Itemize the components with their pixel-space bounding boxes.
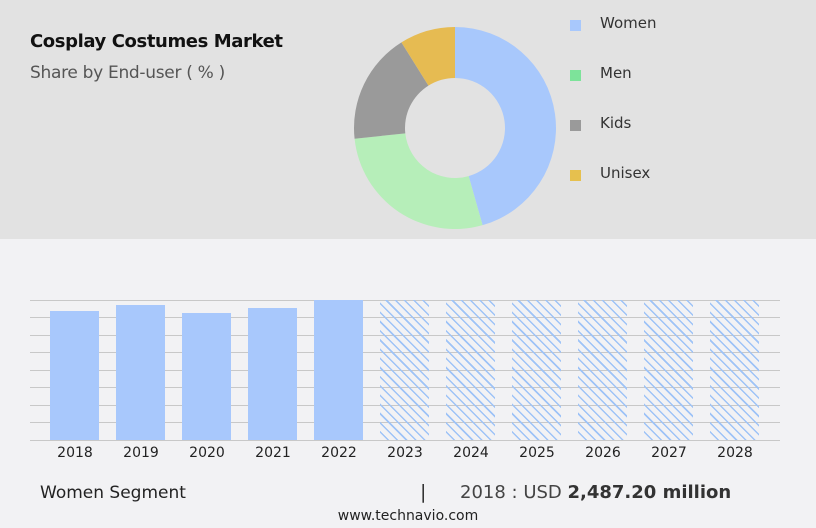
year-label: 2018 : USD xyxy=(460,482,568,503)
chart-subtitle: Share by End-user ( % ) xyxy=(30,63,225,83)
source-url: www.technavio.com xyxy=(337,508,479,524)
bar-2022 xyxy=(314,300,363,440)
x-tick-label: 2025 xyxy=(519,445,555,461)
donut-chart xyxy=(354,27,556,229)
legend-swatch-unisex xyxy=(570,170,581,181)
chart-title: Cosplay Costumes Market xyxy=(30,31,283,52)
bar-2027 xyxy=(644,300,693,440)
legend-label: Women xyxy=(600,14,657,32)
x-tick-label: 2018 xyxy=(57,445,93,461)
bar-2023 xyxy=(380,300,429,440)
x-tick-label: 2020 xyxy=(189,445,225,461)
legend-swatch-women xyxy=(570,20,581,31)
x-tick-label: 2022 xyxy=(321,445,357,461)
x-tick-label: 2019 xyxy=(123,445,159,461)
legend-swatch-men xyxy=(570,70,581,81)
bar-2020 xyxy=(182,313,231,440)
bar-2026 xyxy=(578,300,627,440)
bar-2018 xyxy=(50,311,99,440)
x-tick-label: 2028 xyxy=(717,445,753,461)
donut-slice-unisex xyxy=(401,27,455,86)
x-tick-label: 2021 xyxy=(255,445,291,461)
donut-slice-women xyxy=(455,27,556,226)
bar-2021 xyxy=(248,308,297,440)
x-tick-label: 2027 xyxy=(651,445,687,461)
legend-label: Kids xyxy=(600,114,632,132)
bar-2028 xyxy=(710,300,759,440)
bar-2019 xyxy=(116,305,165,440)
segment-label: Women Segment xyxy=(40,483,186,503)
x-tick-label: 2023 xyxy=(387,445,423,461)
footer-divider: | xyxy=(420,481,427,503)
legend-label: Unisex xyxy=(600,164,651,182)
legend-swatch-kids xyxy=(570,120,581,131)
donut-slice-kids xyxy=(354,42,429,139)
value-amount: 2,487.20 million xyxy=(567,482,732,503)
bar-2024 xyxy=(446,300,495,440)
donut-slice-men xyxy=(354,133,483,229)
x-tick-label: 2024 xyxy=(453,445,489,461)
bar-chart: 2018 2019 2020 2021 2022 2023 2024 2025 2026 2027… xyxy=(0,239,816,479)
donut-slices xyxy=(354,27,556,229)
bar-2025 xyxy=(512,300,561,440)
x-axis-baseline xyxy=(30,440,780,441)
chart-header-panel: Cosplay Costumes Market Share by End-use… xyxy=(0,0,816,239)
segment-value: 2018 : USD 2,487.20 million xyxy=(460,482,731,503)
legend-label: Men xyxy=(600,64,632,82)
x-tick-label: 2026 xyxy=(585,445,621,461)
